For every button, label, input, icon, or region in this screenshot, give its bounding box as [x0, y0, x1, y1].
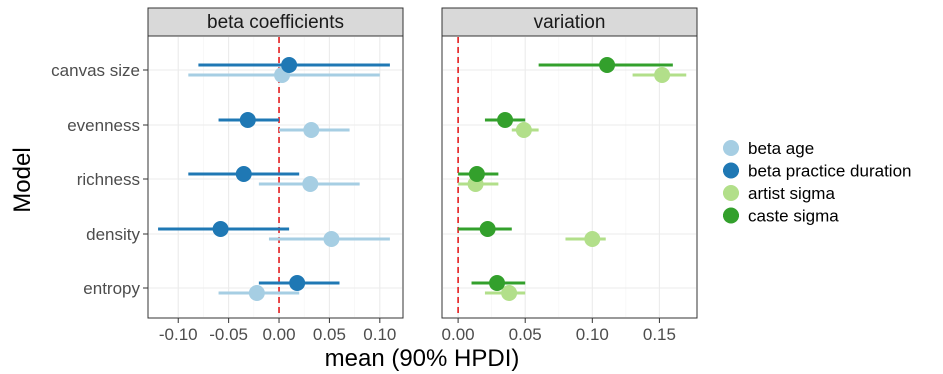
facet-panel: [147, 35, 404, 319]
y-tick-label: evenness: [67, 116, 140, 135]
legend-label: beta practice duration: [748, 162, 912, 181]
x-tick-label: -0.10: [159, 325, 198, 344]
x-tick-label: 0.05: [509, 325, 542, 344]
point-canvas-size: [654, 67, 671, 83]
point-evenness: [515, 122, 532, 138]
point-evenness: [303, 122, 320, 138]
x-tick-label: 0.05: [313, 325, 346, 344]
legend-key-point: [723, 140, 739, 156]
point-evenness: [497, 112, 514, 128]
point-richness: [235, 166, 252, 182]
point-density: [584, 231, 601, 247]
point-entropy: [489, 275, 506, 291]
facet-title: variation: [534, 12, 606, 33]
y-tick-label: density: [86, 225, 140, 244]
x-tick-label: 0.00: [442, 325, 475, 344]
point-entropy: [501, 285, 518, 301]
legend-label: artist sigma: [748, 184, 835, 203]
x-tick-label: 0.15: [643, 325, 676, 344]
y-tick-label: canvas size: [51, 61, 140, 80]
facet-1: beta coefficients -0.10 -0.05 0.00 0.05 0.10: [147, 7, 404, 344]
facet-title: beta coefficients: [207, 12, 344, 33]
facet-panel: [441, 35, 698, 319]
x-tick-label: 0.10: [363, 325, 396, 344]
facet-strip: [147, 7, 404, 37]
point-entropy: [248, 285, 265, 301]
legend: beta age beta practice duration artist sig…: [723, 139, 912, 226]
y-tick-label: richness: [77, 170, 140, 189]
point-canvas-size: [281, 57, 298, 73]
y-tick-label: entropy: [83, 279, 140, 298]
series-beta-practice-duration: [158, 57, 390, 291]
y-axis-title: Model: [9, 147, 36, 212]
point-canvas-size: [599, 57, 616, 73]
legend-item: beta age: [723, 139, 814, 158]
point-density: [212, 221, 229, 237]
legend-item: caste sigma: [723, 207, 839, 226]
point-density: [323, 231, 340, 247]
legend-label: caste sigma: [748, 207, 839, 226]
y-axis: canvas size evenness richness density entrop…: [51, 61, 148, 298]
x-tick-label: 0.10: [576, 325, 609, 344]
point-density: [479, 221, 496, 237]
legend-key-point: [723, 207, 739, 224]
point-richness: [302, 176, 319, 192]
x-tick-label: 0.00: [262, 325, 295, 344]
facet-strip: [441, 7, 698, 37]
legend-item: artist sigma: [723, 184, 835, 203]
legend-item: beta practice duration: [723, 162, 912, 181]
facet-2: variation 0.00 0.05 0.10 0.15: [441, 7, 698, 344]
legend-key-point: [723, 185, 739, 201]
legend-key-point: [723, 162, 739, 179]
x-axis-title: mean (90% HPDI): [325, 345, 520, 372]
x-tick-label: -0.05: [209, 325, 248, 344]
point-richness: [468, 166, 485, 182]
series-caste-sigma: [458, 57, 673, 291]
point-evenness: [239, 112, 256, 128]
series-beta-age: [188, 67, 390, 301]
facets-layer: beta coefficients-0.10 -0.05 0.00 0.05 0.10v…: [147, 7, 698, 344]
point-entropy: [289, 275, 306, 291]
legend-label: beta age: [748, 139, 814, 158]
